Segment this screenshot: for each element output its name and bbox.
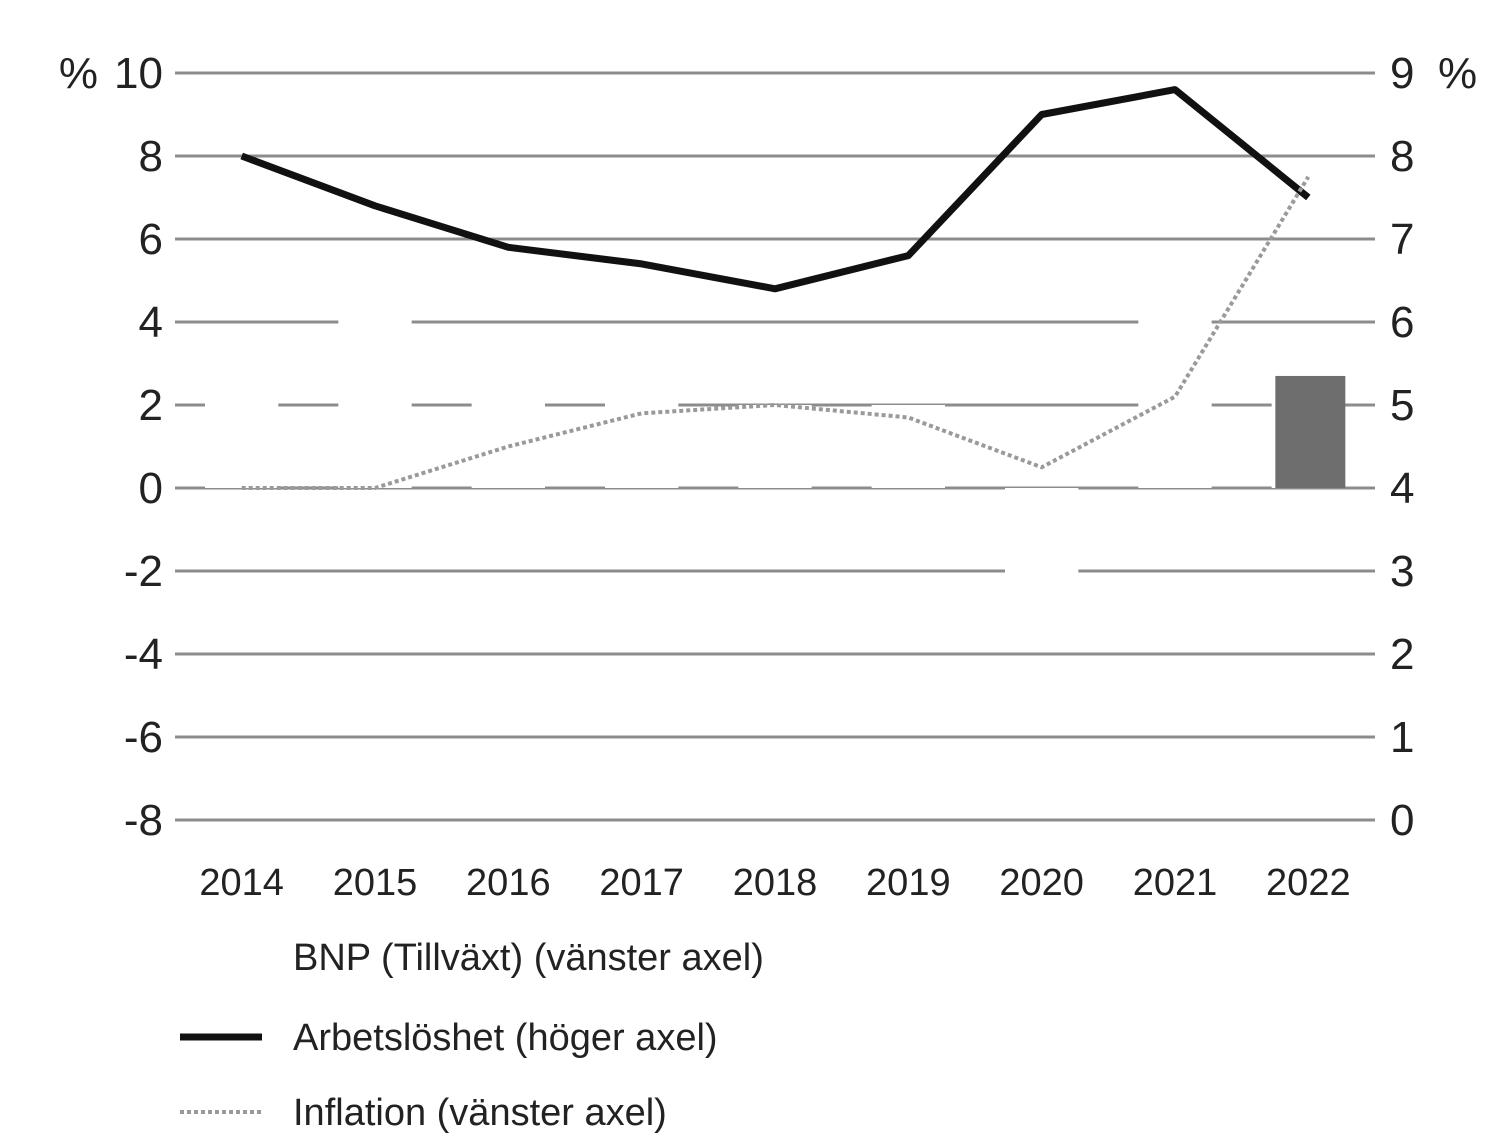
left-tick-label: -6 bbox=[124, 713, 163, 762]
left-tick-label: 0 bbox=[139, 464, 163, 513]
legend-label: Inflation (vänster axel) bbox=[293, 1092, 667, 1134]
legend-label: Arbetslöshet (höger axel) bbox=[293, 1017, 718, 1059]
series-lines bbox=[240, 86, 1311, 490]
x-tick-label: 2014 bbox=[199, 862, 284, 904]
bnp-bar bbox=[738, 405, 812, 488]
x-tick-label: 2018 bbox=[733, 862, 818, 904]
right-tick-label: 5 bbox=[1390, 381, 1414, 430]
right-tick-label: 3 bbox=[1390, 547, 1414, 596]
arbetsloshet-line bbox=[240, 86, 1311, 293]
bnp-bar bbox=[1138, 276, 1212, 488]
left-tick-label: 2 bbox=[139, 381, 163, 430]
left-tick-label: -4 bbox=[124, 630, 163, 679]
right-tick-label: 9 bbox=[1390, 49, 1414, 98]
right-axis-unit: % bbox=[1438, 49, 1477, 98]
legend-label: BNP (Tillväxt) (vänster axel) bbox=[293, 937, 764, 979]
x-tick-label: 2017 bbox=[599, 862, 684, 904]
bnp-bar bbox=[871, 405, 945, 488]
bnp-bars bbox=[205, 276, 1346, 580]
inflation-line bbox=[241, 175, 1311, 490]
x-tick-label: 2015 bbox=[333, 862, 418, 904]
left-tick-label: 10 bbox=[114, 49, 163, 98]
bnp-bar bbox=[338, 301, 412, 488]
left-tick-label: -2 bbox=[124, 547, 163, 596]
left-tick-label: 8 bbox=[139, 132, 163, 181]
x-tick-label: 2020 bbox=[999, 862, 1084, 904]
bnp-bar-latest bbox=[1275, 375, 1346, 488]
left-tick-label: -8 bbox=[124, 796, 163, 845]
x-tick-label: 2019 bbox=[866, 862, 951, 904]
x-tick-label: 2022 bbox=[1266, 862, 1351, 904]
right-tick-label: 1 bbox=[1390, 713, 1414, 762]
legend: BNP (Tillväxt) (vänster axel) Arbetslöshe… bbox=[180, 937, 764, 1134]
bnp-bar bbox=[205, 388, 279, 488]
right-tick-label: 7 bbox=[1390, 215, 1414, 264]
right-tick-label: 6 bbox=[1390, 298, 1414, 347]
left-tick-label: 6 bbox=[139, 215, 163, 264]
bnp-bar bbox=[1005, 488, 1079, 580]
bnp-bar bbox=[471, 400, 545, 488]
right-tick-label: 8 bbox=[1390, 132, 1414, 181]
left-tick-label: 4 bbox=[139, 298, 163, 347]
right-tick-label: 2 bbox=[1390, 630, 1414, 679]
right-tick-label: 4 bbox=[1390, 464, 1414, 513]
left-axis-unit: % bbox=[59, 49, 98, 98]
bnp-bar bbox=[605, 380, 679, 488]
right-tick-label: 0 bbox=[1390, 796, 1414, 845]
x-tick-label: 2021 bbox=[1133, 862, 1218, 904]
x-tick-label: 2016 bbox=[466, 862, 551, 904]
